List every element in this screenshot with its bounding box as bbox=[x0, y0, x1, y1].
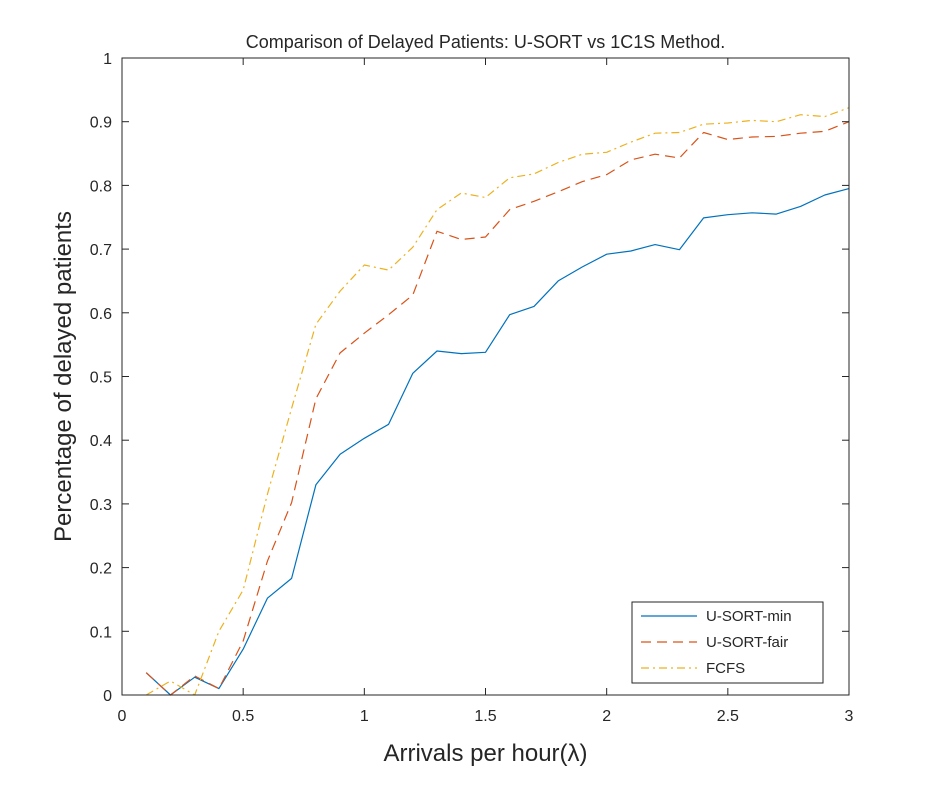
x-tick-label: 2 bbox=[602, 708, 611, 725]
y-axis: 0 0.1 0.2 0.3 0.4 0.5 0.6 0.7 0.8 0.9 1 bbox=[90, 51, 849, 705]
y-tick-label: 0 bbox=[103, 688, 112, 705]
series-line-fcfs bbox=[145, 107, 850, 696]
y-tick-label: 0.8 bbox=[90, 178, 112, 195]
y-axis-title: Percentage of delayed patients bbox=[50, 211, 77, 542]
x-tick-label: 3 bbox=[845, 708, 854, 725]
x-tick-label: 1 bbox=[360, 708, 369, 725]
series-line-u-sort-fair bbox=[145, 121, 850, 696]
legend-label-fcfs: FCFS bbox=[706, 660, 745, 677]
series-layer bbox=[145, 107, 850, 696]
legend-label-u-sort-min: U-SORT-min bbox=[706, 608, 792, 625]
x-tick-label: 2.5 bbox=[717, 708, 739, 725]
x-tick-label: 0.5 bbox=[232, 708, 254, 725]
x-axis-title: Arrivals per hour(λ) bbox=[383, 740, 587, 767]
y-tick-label: 1 bbox=[103, 51, 112, 68]
x-tick-label: 1.5 bbox=[474, 708, 496, 725]
x-axis: 0 0.5 1 1.5 2 2.5 3 bbox=[118, 58, 854, 725]
y-tick-label: 0.2 bbox=[90, 561, 112, 578]
chart-title: Comparison of Delayed Patients: U-SORT v… bbox=[246, 32, 726, 52]
plot-area bbox=[122, 58, 849, 695]
y-tick-label: 0.1 bbox=[90, 624, 112, 641]
y-tick-label: 0.4 bbox=[90, 433, 112, 450]
x-tick-label: 0 bbox=[118, 708, 127, 725]
y-tick-label: 0.5 bbox=[90, 370, 112, 387]
legend: U-SORT-min U-SORT-fair FCFS bbox=[631, 601, 824, 684]
y-tick-label: 0.9 bbox=[90, 115, 112, 132]
y-tick-label: 0.7 bbox=[90, 242, 112, 259]
legend-label-u-sort-fair: U-SORT-fair bbox=[706, 634, 788, 651]
series-line-u-sort-min bbox=[145, 188, 850, 696]
y-tick-label: 0.3 bbox=[90, 497, 112, 514]
y-tick-label: 0.6 bbox=[90, 306, 112, 323]
